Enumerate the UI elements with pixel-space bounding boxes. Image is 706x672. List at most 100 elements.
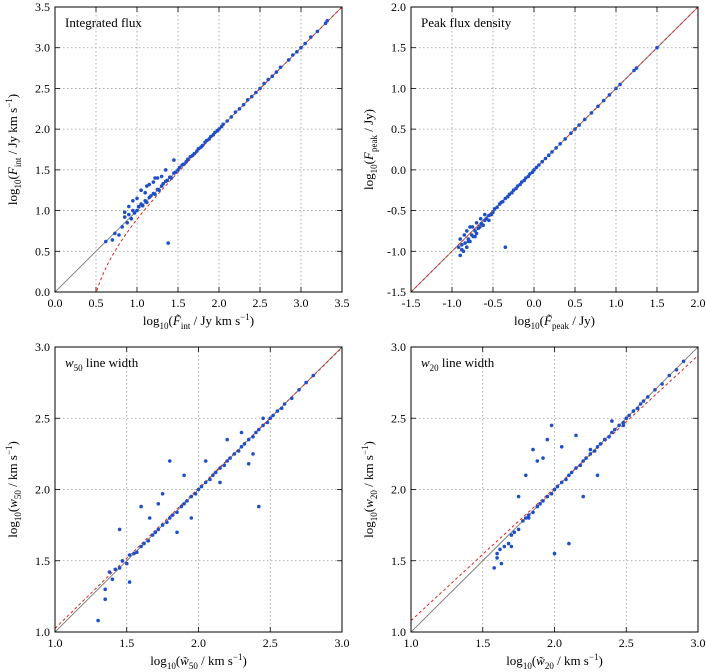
data-point <box>498 547 502 552</box>
data-point <box>596 104 600 109</box>
data-point <box>182 502 186 506</box>
y-tick-label: 2.5 <box>35 411 50 425</box>
data-point <box>614 86 618 91</box>
y-tick-label: 3.5 <box>35 0 50 14</box>
data-point <box>120 559 125 563</box>
y-tick-label: 1.5 <box>391 41 406 55</box>
x-tick-label: 3.0 <box>294 296 309 310</box>
data-point <box>125 221 129 225</box>
data-point <box>460 247 464 252</box>
data-point <box>573 127 577 131</box>
data-point <box>502 544 507 549</box>
x-axis-label: log10(F̃int / Jy km s−1) <box>143 312 254 331</box>
data-point <box>103 587 107 592</box>
data-point <box>274 70 279 74</box>
data-point <box>225 119 229 123</box>
data-point <box>563 137 567 141</box>
data-point <box>552 551 557 556</box>
y-tick-label: 0.0 <box>35 285 50 299</box>
x-tick-label: 0.0 <box>527 296 542 310</box>
y-axis-label: log10(w20 / km s−1) <box>360 441 379 538</box>
y-axis-label: log10(w50 / km s−1) <box>4 441 23 538</box>
data-point <box>595 445 600 449</box>
data-point <box>592 449 597 453</box>
data-point <box>139 544 143 549</box>
data-point <box>286 58 291 62</box>
data-point <box>217 127 221 131</box>
data-point <box>239 430 244 435</box>
data-point <box>177 165 182 170</box>
data-point <box>655 45 659 50</box>
data-point <box>271 413 275 418</box>
x-axis-label: log10(w̃50 / km s−1) <box>150 652 247 671</box>
data-point <box>181 162 186 166</box>
data-point <box>166 241 170 245</box>
data-point <box>127 204 131 209</box>
data-point <box>132 211 137 215</box>
data-point <box>117 233 121 237</box>
data-point <box>225 459 229 463</box>
data-point <box>547 153 551 157</box>
x-tick-label: 1.5 <box>475 636 490 650</box>
data-point <box>541 499 545 503</box>
data-point <box>153 176 157 180</box>
data-point <box>189 516 194 520</box>
data-point <box>465 229 469 233</box>
data-point <box>275 409 280 413</box>
data-point <box>254 430 258 435</box>
x-tick-label: 0.0 <box>48 296 63 310</box>
data-point <box>478 216 483 221</box>
data-point <box>297 388 301 392</box>
data-point <box>161 181 165 186</box>
data-point <box>241 102 246 107</box>
data-point <box>538 502 542 506</box>
data-point <box>503 245 508 249</box>
y-tick-label: 2.0 <box>35 122 50 136</box>
data-point <box>182 473 186 478</box>
x-tick-label: 2.0 <box>691 296 706 310</box>
data-point <box>543 156 548 161</box>
x-tick-label: 3.5 <box>335 296 350 310</box>
data-point <box>246 462 251 466</box>
data-point <box>473 234 477 239</box>
data-point <box>492 566 497 570</box>
data-point <box>304 380 308 385</box>
data-point <box>574 433 578 438</box>
data-point <box>122 210 127 214</box>
data-point <box>156 527 161 532</box>
y-tick-label: 1.5 <box>391 554 406 568</box>
data-point <box>131 199 135 203</box>
data-point <box>535 459 540 463</box>
data-point <box>140 203 145 208</box>
data-point <box>537 163 541 167</box>
data-point <box>132 551 136 556</box>
data-point <box>153 530 158 535</box>
data-point <box>203 459 208 463</box>
data-point <box>261 416 265 421</box>
data-point <box>186 157 190 162</box>
data-point <box>168 459 172 463</box>
data-point <box>581 494 585 499</box>
data-point <box>462 233 467 237</box>
data-point <box>245 98 250 102</box>
data-point <box>146 539 151 543</box>
y-tick-label: 2.5 <box>35 81 50 95</box>
y-tick-label: 2.0 <box>35 483 50 497</box>
data-point <box>460 243 464 247</box>
data-point <box>524 516 528 520</box>
data-point <box>155 176 160 180</box>
data-point <box>233 110 238 114</box>
y-tick-label: 2.0 <box>391 0 406 14</box>
data-point <box>170 513 175 517</box>
data-point <box>150 533 155 537</box>
panel-title: w50 line width <box>65 355 139 373</box>
data-point <box>196 487 201 492</box>
data-point <box>257 504 261 509</box>
data-point <box>545 494 550 499</box>
data-point <box>458 237 463 241</box>
data-point <box>531 447 535 452</box>
data-point <box>501 199 505 204</box>
data-point <box>465 245 469 249</box>
x-tick-label: 2.5 <box>619 636 634 650</box>
data-point <box>610 419 614 423</box>
